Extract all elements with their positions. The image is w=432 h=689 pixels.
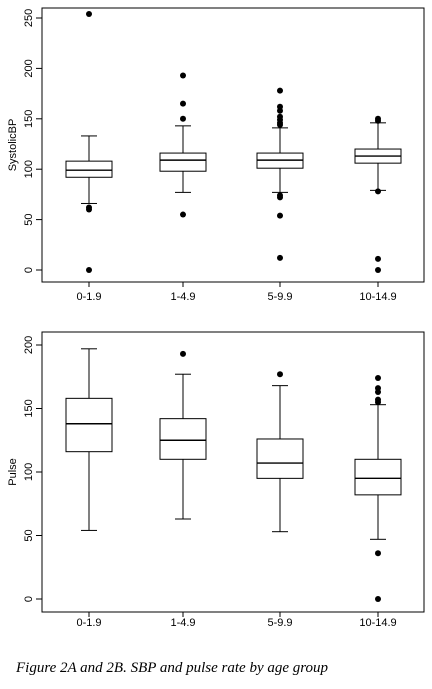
sbp-y-tick-label: 250 — [23, 9, 35, 27]
pulse-box-10-14.9-outlier-point — [375, 596, 381, 602]
sbp-box-1-4.9-outlier-point — [180, 100, 186, 107]
sbp-box-10-14.9-outlier-point — [375, 255, 381, 262]
pulse-y-tick-label: 50 — [23, 529, 35, 541]
pulse-x-tick-label: 5-9.9 — [267, 617, 292, 629]
sbp-box-5-9.9-outlier-point — [277, 212, 283, 219]
sbp-y-axis-title: SystolicBP — [7, 119, 19, 172]
pulse-box-10-14.9-outlier-point — [375, 550, 381, 557]
sbp-box-5-9.9-outlier-point — [277, 103, 283, 110]
pulse-x-tick-label: 10-14.9 — [359, 617, 396, 629]
pulse-box-5-9.9-iqr-box — [256, 438, 304, 479]
pulse-y-tick-label: 100 — [23, 463, 35, 481]
pulse-x-tick-label: 0-1.9 — [76, 617, 101, 629]
sbp-x-tick-label: 0-1.9 — [76, 291, 101, 303]
sbp-y-tick-label: 200 — [23, 59, 35, 77]
pulse-box-0-1.9-iqr-box — [65, 397, 113, 453]
sbp-box-10-14.9-outlier-point — [375, 267, 381, 273]
sbp-y-tick-label: 100 — [23, 160, 35, 178]
pulse-y-tick-label: 200 — [23, 336, 35, 354]
sbp-box-0-1.9-outlier-point — [86, 204, 92, 211]
sbp-y-tick-label: 50 — [23, 213, 35, 225]
sbp-box-1-4.9-outlier-point — [180, 72, 186, 79]
sbp-box-5-9.9-outlier-point — [277, 113, 283, 120]
pulse-box-1-4.9-outlier-point — [180, 350, 186, 357]
sbp-box-5-9.9-outlier-point — [277, 254, 283, 261]
pulse-y-tick-label: 0 — [23, 596, 35, 602]
sbp-box-1-4.9-outlier-point — [180, 115, 186, 122]
pulse-box-10-14.9-outlier-point — [375, 375, 381, 382]
sbp-box-1-4.9-iqr-box — [159, 152, 207, 172]
sbp-box-5-9.9-outlier-point — [277, 87, 283, 94]
pulse-box-1-4.9-iqr-box — [159, 418, 207, 460]
sbp-plot-frame — [41, 7, 425, 283]
sbp-x-tick-label: 5-9.9 — [267, 291, 292, 303]
sbp-box-1-4.9-outlier-point — [180, 211, 186, 218]
pulse-x-tick-label: 1-4.9 — [170, 617, 195, 629]
sbp-box-0-1.9-outlier-point — [86, 267, 92, 273]
sbp-box-5-9.9-outlier-point — [277, 192, 283, 199]
sbp-y-tick-label: 150 — [23, 110, 35, 128]
pulse-box-10-14.9-outlier-point — [375, 385, 381, 392]
figure-caption: Figure 2A and 2B. SBP and pulse rate by … — [16, 660, 329, 676]
pulse-box-10-14.9-outlier-point — [375, 396, 381, 403]
sbp-box-0-1.9-iqr-box — [65, 160, 113, 178]
sbp-box-10-14.9-outlier-point — [375, 188, 381, 195]
pulse-y-tick-label: 150 — [23, 399, 35, 417]
pulse-box-10-14.9-iqr-box — [354, 458, 402, 496]
sbp-x-tick-label: 1-4.9 — [170, 291, 195, 303]
pulse-box-5-9.9-outlier-point — [277, 371, 283, 378]
sbp-box-0-1.9-outlier-point — [86, 10, 92, 17]
pulse-y-axis-title: Pulse — [7, 458, 19, 486]
sbp-x-tick-label: 10-14.9 — [359, 291, 396, 303]
sbp-y-tick-label: 0 — [23, 267, 35, 273]
sbp-box-10-14.9-outlier-point — [375, 115, 381, 122]
